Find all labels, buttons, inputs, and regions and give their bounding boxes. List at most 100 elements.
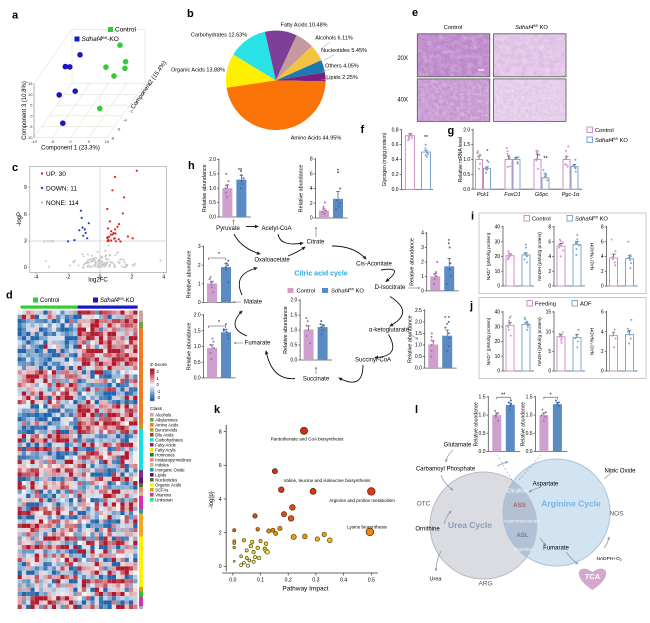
svg-text:Control: Control	[115, 27, 137, 34]
svg-text:Arginine Cycle: Arginine Cycle	[541, 499, 601, 509]
svg-text:-5: -5	[50, 139, 54, 144]
svg-text:Citrulline: Citrulline	[507, 489, 528, 495]
svg-text:4: 4	[219, 497, 222, 503]
svg-text:2: 2	[142, 91, 145, 96]
svg-text:0.5: 0.5	[194, 360, 201, 366]
svg-text:0.0: 0.0	[463, 187, 470, 193]
svg-text:i: i	[471, 211, 474, 223]
svg-text:3: 3	[421, 245, 424, 251]
svg-text:-2: -2	[66, 275, 71, 281]
svg-text:1.5: 1.5	[463, 142, 470, 148]
svg-text:1.5: 1.5	[209, 172, 216, 178]
svg-text:Urea: Urea	[430, 577, 443, 583]
svg-text:1: 1	[198, 281, 201, 287]
svg-text:40: 40	[495, 225, 501, 231]
svg-text:4: 4	[548, 254, 551, 260]
svg-text:Pantothenate and CoA biosynthe: Pantothenate and CoA biosynthesis	[271, 437, 344, 442]
svg-text:-10: -10	[31, 139, 38, 144]
svg-text:Ornithine: Ornithine	[415, 527, 440, 533]
svg-text:3: 3	[24, 239, 27, 245]
svg-text:0.0: 0.0	[209, 215, 216, 221]
svg-text:ADF: ADF	[580, 302, 592, 308]
svg-text:-4: -4	[34, 275, 39, 281]
svg-text:Control: Control	[595, 128, 614, 134]
svg-text:Sdhaf4fl/fl KO: Sdhaf4fl/fl KO	[595, 137, 628, 144]
svg-text:Acetyl-CoA: Acetyl-CoA	[261, 226, 291, 232]
svg-text:Citric acid cycle: Citric acid cycle	[294, 271, 347, 278]
svg-text:0: 0	[310, 216, 313, 222]
svg-text:5: 5	[30, 103, 33, 108]
svg-text:1.0: 1.0	[479, 413, 486, 419]
svg-text:Control: Control	[40, 298, 59, 304]
svg-text:1.5: 1.5	[194, 328, 201, 334]
svg-text:d: d	[6, 290, 13, 302]
svg-text:Pyruvate: Pyruvate	[216, 226, 240, 232]
svg-text:Arginine: Arginine	[513, 547, 532, 553]
svg-text:2: 2	[310, 201, 313, 207]
svg-text:Relative mRNA level: Relative mRNA level	[458, 137, 464, 183]
svg-text:0.8: 0.8	[392, 127, 399, 133]
svg-text:Amino Acids: Amino Acids	[155, 422, 178, 427]
svg-text:ARG: ARG	[478, 581, 492, 588]
svg-text:Alcohols: Alcohols	[155, 412, 171, 417]
svg-text:SCFAs: SCFAs	[155, 487, 168, 492]
svg-text:Sdhaf4fl/fl KO: Sdhaf4fl/fl KO	[331, 288, 364, 295]
svg-text:2.0: 2.0	[290, 298, 297, 304]
svg-text:0: 0	[497, 284, 500, 290]
svg-text:0.6: 0.6	[392, 142, 399, 148]
svg-text:0: 0	[219, 564, 222, 570]
svg-text:Relative abundance: Relative abundance	[202, 164, 208, 212]
svg-text:Malate: Malate	[244, 300, 263, 306]
svg-text:20: 20	[495, 254, 501, 260]
svg-text:NAD⁺ (pMol/g protein): NAD⁺ (pMol/g protein)	[486, 232, 492, 280]
svg-text:3: 3	[198, 244, 201, 250]
svg-text:10: 10	[546, 329, 552, 335]
svg-text:9: 9	[24, 185, 27, 191]
svg-text:0: 0	[30, 113, 33, 118]
svg-text:DOWN: 11: DOWN: 11	[46, 186, 77, 193]
svg-text:1: 1	[157, 376, 160, 381]
svg-text:1.5: 1.5	[415, 331, 422, 337]
svg-text:1.0: 1.0	[415, 343, 422, 349]
svg-text:4: 4	[149, 82, 152, 87]
svg-text:ASL: ASL	[516, 532, 529, 539]
svg-text:Benzenoids: Benzenoids	[155, 427, 177, 432]
svg-text:2: 2	[601, 269, 604, 275]
svg-text:5: 5	[548, 349, 551, 355]
svg-text:Fumarate: Fumarate	[245, 341, 271, 347]
svg-text:Z-Score: Z-Score	[150, 362, 167, 368]
svg-text:Succinate: Succinate	[303, 377, 330, 383]
svg-text:-2: -2	[130, 109, 134, 114]
svg-text:10: 10	[495, 269, 501, 275]
svg-text:-6: -6	[117, 127, 121, 132]
svg-text:10: 10	[28, 92, 33, 97]
svg-text:Organic Acids 13.88%: Organic Acids 13.88%	[171, 68, 225, 74]
svg-text:0.2: 0.2	[285, 578, 292, 584]
svg-text:Amino Acids 44.95%: Amino Acids 44.95%	[291, 136, 342, 142]
svg-text:-10: -10	[27, 135, 34, 140]
svg-text:Citrate: Citrate	[307, 240, 325, 246]
svg-text:6: 6	[219, 463, 222, 469]
svg-text:2: 2	[548, 269, 551, 275]
svg-text:40: 40	[495, 310, 501, 316]
svg-text:Sdhaf4fl/fl-KO: Sdhaf4fl/fl-KO	[100, 297, 135, 304]
svg-text:8: 8	[548, 225, 551, 231]
svg-text:0: 0	[601, 284, 604, 290]
svg-text:4: 4	[310, 186, 313, 192]
svg-text:-5: -5	[29, 124, 33, 129]
svg-text:2.0: 2.0	[194, 313, 201, 319]
svg-text:Glycogen (mg/g protein): Glycogen (mg/g protein)	[382, 132, 388, 186]
svg-text:Relative abundance: Relative abundance	[473, 402, 479, 446]
svg-text:a: a	[12, 10, 19, 22]
svg-text:FoxO1: FoxO1	[504, 192, 521, 198]
svg-text:Hormones: Hormones	[155, 452, 174, 457]
svg-text:Fumarate: Fumarate	[543, 546, 569, 552]
svg-text:**: **	[424, 135, 429, 141]
svg-text:Pathway Impact: Pathway Impact	[282, 586, 328, 593]
svg-text:5: 5	[88, 139, 91, 144]
svg-text:α-ketoglutarate: α-ketoglutarate	[369, 328, 410, 334]
svg-text:Component2 (15.4%): Component2 (15.4%)	[130, 60, 168, 110]
svg-text:**: **	[238, 168, 243, 174]
svg-text:4: 4	[601, 329, 604, 335]
svg-text:0.0: 0.0	[194, 376, 201, 382]
